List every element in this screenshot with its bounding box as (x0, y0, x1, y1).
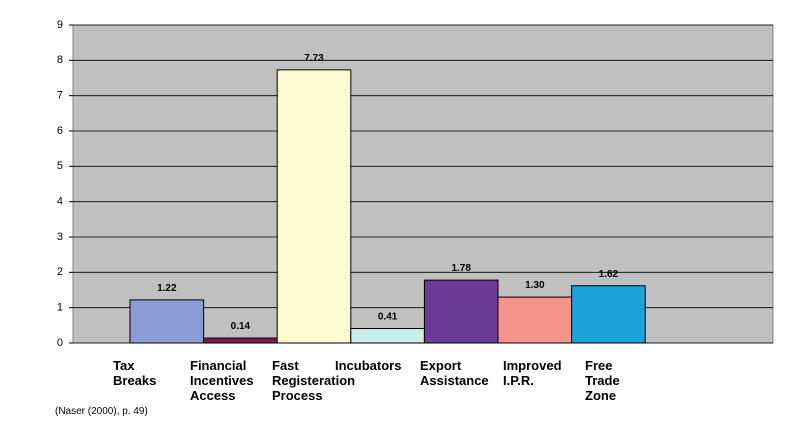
value-label: 7.73 (304, 53, 324, 64)
y-tick-label: 2 (57, 266, 63, 278)
y-tick-label: 7 (57, 90, 63, 102)
y-tick-label: 0 (57, 337, 63, 349)
value-label: 1.62 (599, 269, 619, 280)
y-tick-label: 4 (57, 196, 63, 208)
value-label: 1.78 (451, 263, 471, 274)
x-tick-label: Free Trade Zone (585, 358, 623, 403)
bar (497, 296, 573, 344)
bar (350, 328, 425, 344)
y-tick-label: 3 (57, 231, 63, 243)
value-label: 1.22 (157, 283, 177, 294)
y-tick-label: 8 (57, 54, 63, 66)
x-tick-label: Tax Breaks (113, 358, 156, 388)
x-tick-label: Incubators (335, 358, 401, 373)
x-tick-label: Financial Incentives Access (190, 358, 257, 403)
x-tick-label: Improved I.P.R. (503, 358, 565, 388)
source-note: (Naser (2000), p. 49) (55, 406, 148, 417)
bar (571, 285, 646, 344)
x-tick-label: Fast Registeration Process (272, 358, 359, 403)
value-label: 0.14 (231, 321, 251, 332)
x-tick-label: Export Assistance (420, 358, 489, 388)
plot-area (72, 24, 774, 344)
value-label: 1.30 (525, 280, 545, 291)
value-label: 0.41 (378, 312, 398, 323)
y-tick-label: 5 (57, 160, 63, 172)
bar (203, 337, 278, 344)
bar (129, 299, 205, 344)
y-tick-label: 9 (57, 19, 63, 31)
y-tick-label: 1 (57, 302, 63, 314)
bar (423, 279, 499, 344)
bar (276, 69, 352, 344)
y-tick-label: 6 (57, 125, 63, 137)
